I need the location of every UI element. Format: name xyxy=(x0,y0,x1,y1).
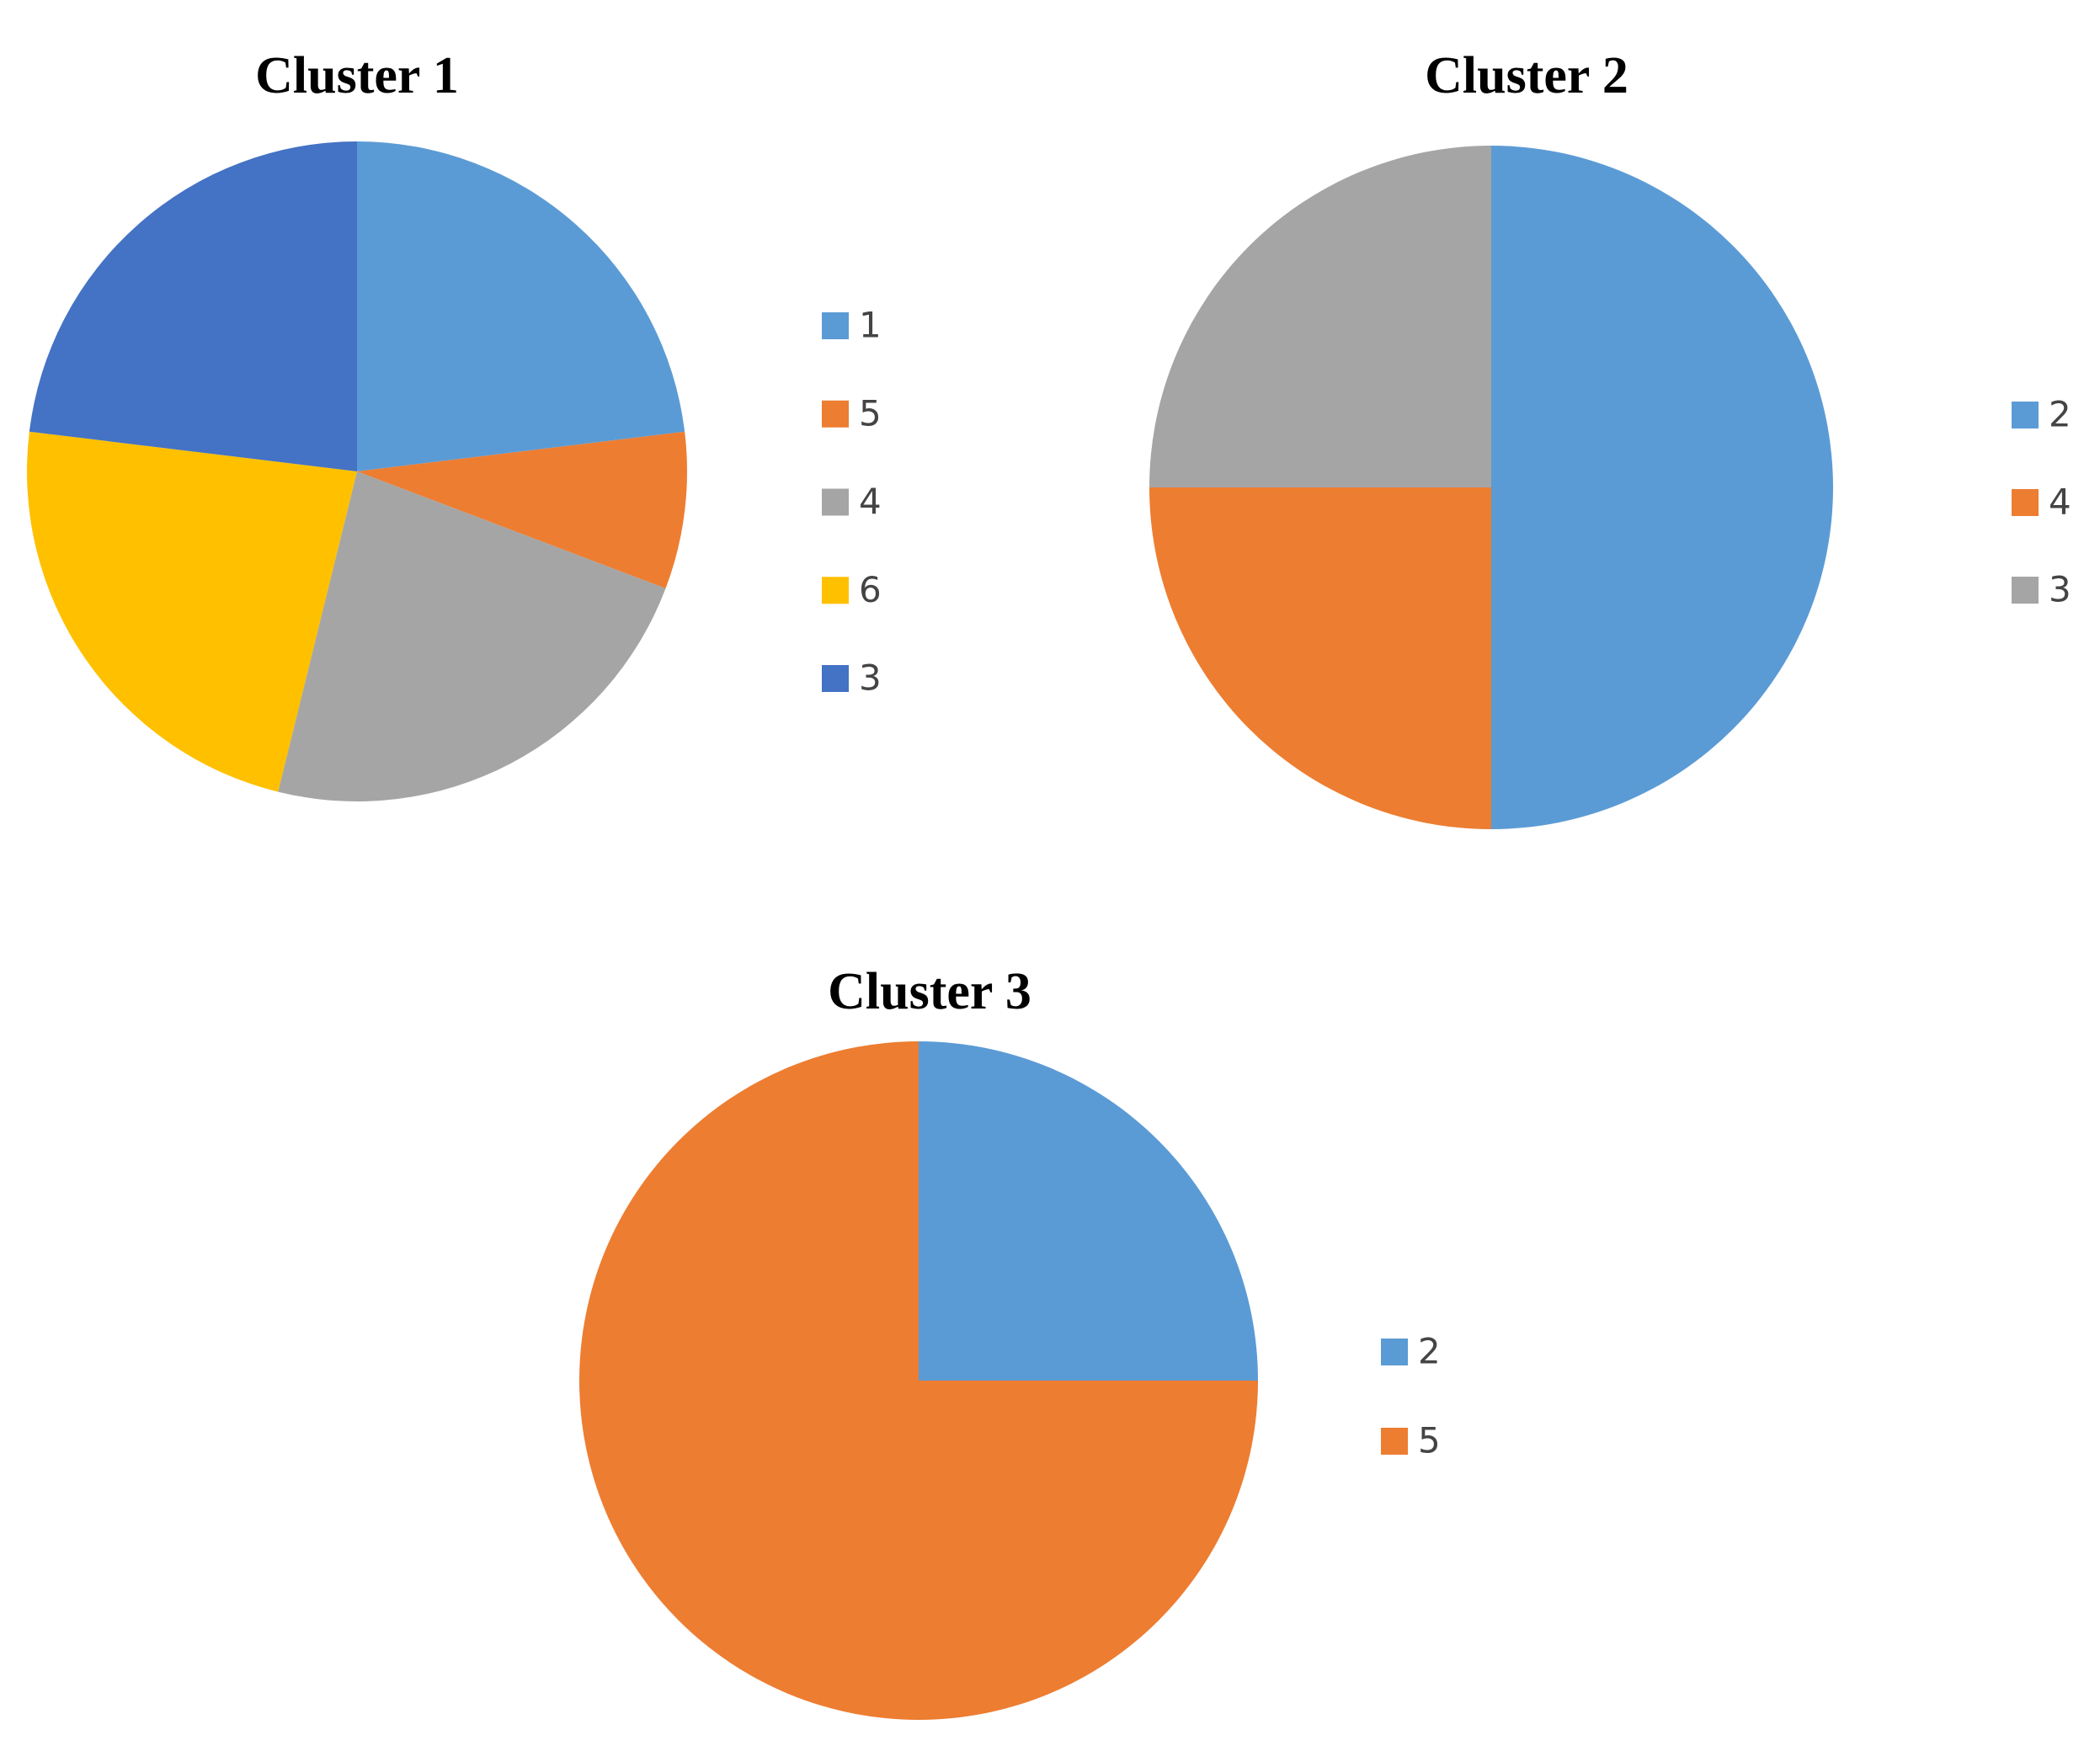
legend-swatch xyxy=(822,312,849,339)
legend-label: 3 xyxy=(2049,569,2071,610)
legend-swatch xyxy=(822,665,849,692)
legend-swatch xyxy=(822,400,849,428)
legend-swatch xyxy=(2012,577,2039,604)
pie-slice xyxy=(29,141,357,471)
pie-slice xyxy=(1149,146,1491,487)
legend-label: 6 xyxy=(859,569,882,610)
legend-swatch xyxy=(2012,402,2039,428)
legend-swatch xyxy=(822,488,849,516)
legend-label: 2 xyxy=(1418,1331,1441,1372)
pie-slice xyxy=(579,1041,1258,1720)
legend-swatch xyxy=(1381,1339,1408,1365)
pie-slice xyxy=(357,141,685,471)
pie-slice xyxy=(357,431,687,589)
chart-title: Cluster 3 xyxy=(828,963,1031,1020)
legend-label: 4 xyxy=(2049,482,2071,523)
pie-slice xyxy=(1491,146,1833,829)
chart-title: Cluster 2 xyxy=(1425,47,1628,104)
legend-label: 5 xyxy=(859,392,882,434)
legend-label: 5 xyxy=(1418,1420,1441,1461)
legend-swatch xyxy=(822,577,849,604)
legend-swatch xyxy=(1381,1428,1408,1455)
pie-slice xyxy=(1149,487,1491,829)
chart-title: Cluster 1 xyxy=(255,47,459,104)
legend-swatch xyxy=(2012,489,2039,516)
legend-label: 4 xyxy=(859,481,882,522)
pie-slice xyxy=(919,1041,1258,1381)
legend-label: 1 xyxy=(859,305,882,346)
legend-label: 2 xyxy=(2049,394,2071,435)
pie-slice xyxy=(278,471,666,801)
pie-slice xyxy=(27,431,357,792)
legend-label: 3 xyxy=(859,657,882,699)
